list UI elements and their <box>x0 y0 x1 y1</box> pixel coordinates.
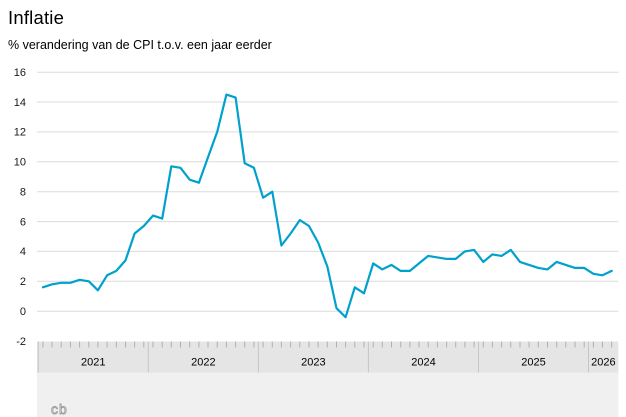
svg-text:10: 10 <box>14 157 26 169</box>
svg-text:2022: 2022 <box>191 357 215 369</box>
chart-footer-area <box>37 372 619 417</box>
y-axis-labels: 16 14 12 10 8 6 4 2 0 -2 <box>14 67 26 348</box>
cbs-logo: cb <box>51 401 68 417</box>
svg-text:0: 0 <box>20 306 26 318</box>
svg-text:6: 6 <box>20 216 26 228</box>
year-labels: 2021 2022 2023 2024 2025 2026 <box>81 357 616 369</box>
svg-text:2024: 2024 <box>411 357 435 369</box>
svg-text:2023: 2023 <box>301 357 325 369</box>
svg-text:16: 16 <box>14 67 26 79</box>
svg-text:2026: 2026 <box>591 357 615 369</box>
gridlines <box>37 71 619 312</box>
svg-text:2021: 2021 <box>81 357 105 369</box>
year-dividers <box>37 341 589 373</box>
inflation-series-line <box>41 93 613 319</box>
svg-text:14: 14 <box>14 97 26 109</box>
svg-text:2: 2 <box>20 276 26 288</box>
svg-text:12: 12 <box>14 127 26 139</box>
page-title: Inflatie <box>8 7 65 28</box>
svg-text:4: 4 <box>20 246 26 258</box>
svg-text:-2: -2 <box>16 336 26 348</box>
chart-subtitle: % verandering van de CPI t.o.v. een jaar… <box>8 38 272 52</box>
svg-text:8: 8 <box>20 187 26 199</box>
month-ticks <box>42 341 613 348</box>
svg-text:2025: 2025 <box>521 357 545 369</box>
